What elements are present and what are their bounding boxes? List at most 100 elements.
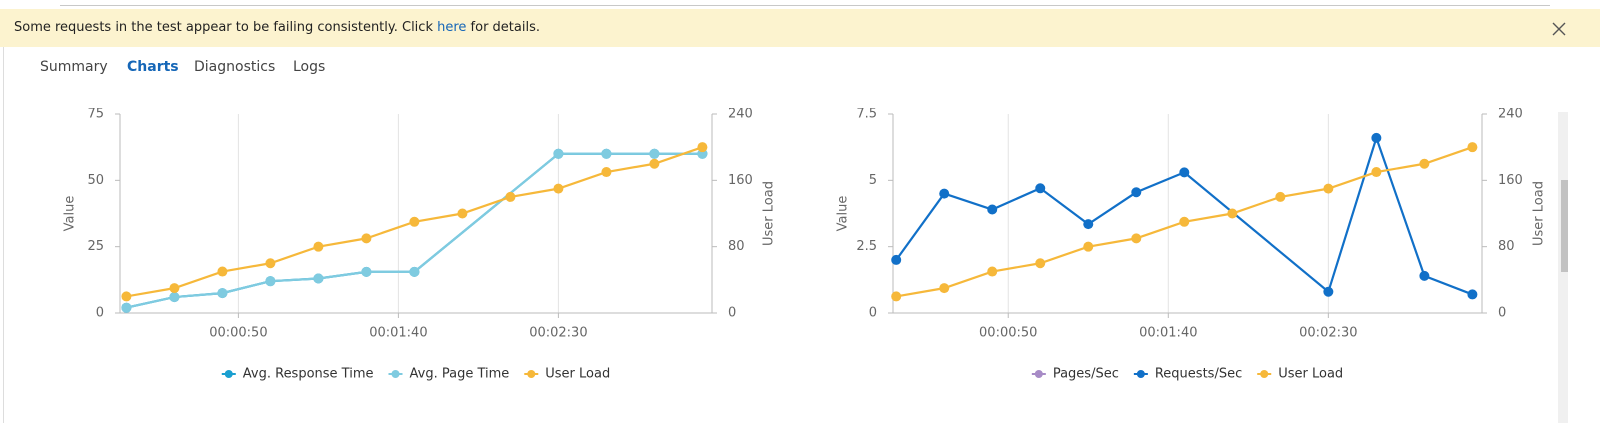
x-tick-label: 00:01:40 (369, 326, 427, 341)
y-tick-label: 2.5 (856, 239, 877, 254)
data-point (409, 216, 420, 227)
y-tick-label: 75 (87, 108, 104, 122)
legend-swatch (224, 370, 233, 378)
data-point (1227, 208, 1238, 219)
legend-label: Requests/Sec (1155, 367, 1242, 382)
data-point (1323, 183, 1334, 194)
legend-swatch (1136, 370, 1145, 378)
legend-swatch (1034, 370, 1043, 378)
y2-tick-label: 0 (728, 306, 736, 321)
y2-tick-label: 80 (728, 239, 745, 254)
y2-axis-label: User Load (1532, 181, 1547, 246)
y-tick-label: 0 (869, 306, 877, 321)
series-line (126, 152, 703, 309)
data-point (409, 266, 420, 277)
data-point (265, 276, 276, 287)
x-tick-label: 00:00:50 (209, 326, 267, 341)
data-point (1275, 191, 1286, 202)
x-tick-label: 00:01:40 (1139, 326, 1197, 341)
legend-label: Avg. Response Time (243, 367, 374, 382)
data-point (1467, 289, 1478, 300)
y2-tick-label: 240 (1498, 108, 1523, 122)
legend-label: User Load (545, 367, 610, 382)
y-tick-label: 5 (869, 173, 877, 188)
y2-tick-label: 0 (1498, 306, 1506, 321)
data-point (1323, 286, 1334, 297)
data-point (891, 254, 902, 265)
data-point (1419, 270, 1430, 281)
y2-tick-label: 80 (1498, 239, 1515, 254)
data-point (601, 148, 612, 159)
series-line (126, 152, 703, 309)
data-point (553, 148, 564, 159)
y2-tick-label: 160 (728, 173, 753, 188)
data-point (169, 292, 180, 303)
data-point (217, 288, 228, 299)
banner-message: Some requests in the test appear to be f… (14, 20, 540, 35)
data-point (939, 283, 950, 294)
divider (3, 47, 4, 423)
data-point (939, 188, 950, 199)
data-point (1083, 219, 1094, 230)
tab[interactable]: Charts (127, 59, 179, 75)
data-point (457, 208, 468, 219)
x-tick-label: 00:02:30 (529, 326, 587, 341)
data-point (1371, 132, 1382, 143)
data-point (697, 142, 708, 153)
data-point (1179, 167, 1190, 178)
data-point (217, 266, 228, 277)
legend-label: Avg. Page Time (410, 367, 510, 382)
banner-link[interactable]: here (437, 20, 467, 35)
data-point (553, 183, 564, 194)
banner-text: Some requests in the test appear to be f… (14, 20, 438, 35)
data-point (313, 241, 324, 252)
data-point (891, 291, 902, 302)
data-point (169, 283, 180, 294)
y2-tick-label: 160 (1498, 173, 1523, 188)
data-point (121, 291, 132, 302)
legend: Pages/Sec Requests/Sec User Load (1031, 367, 1343, 382)
data-point (649, 158, 660, 169)
tab[interactable]: Logs (293, 59, 326, 75)
y-axis-label: Value (836, 196, 851, 232)
banner-text: for details. (466, 20, 540, 35)
data-point (987, 266, 998, 277)
legend-swatch (1260, 370, 1269, 378)
data-point (265, 258, 276, 269)
data-point (313, 273, 324, 284)
charts: 00:00:50 00:01:40 00:02:300255075080160240… (63, 108, 1547, 382)
divider (60, 5, 1550, 6)
close-button[interactable] (1551, 21, 1567, 37)
y-tick-label: 0 (96, 306, 104, 321)
x-tick-label: 00:00:50 (979, 326, 1037, 341)
data-point (601, 167, 612, 178)
legend: Avg. Response Time Avg. Page Time User Loa… (221, 367, 610, 382)
data-point (1131, 187, 1142, 198)
legend-swatch (391, 370, 400, 378)
series-line (895, 134, 1473, 296)
data-point (121, 302, 132, 313)
x-tick-label: 00:02:30 (1299, 326, 1357, 341)
y-tick-label: 7.5 (856, 108, 877, 122)
tab[interactable]: Diagnostics (194, 59, 276, 75)
y2-axis-label: User Load (762, 181, 777, 246)
legend-swatch (527, 370, 536, 378)
legend-label: Pages/Sec (1053, 367, 1119, 382)
data-point (1035, 183, 1046, 194)
data-point (1467, 142, 1478, 153)
data-point (1179, 216, 1190, 227)
legend-label: User Load (1278, 367, 1343, 382)
data-point (1371, 167, 1382, 178)
data-point (361, 266, 372, 277)
data-point (1035, 258, 1046, 269)
data-point (1419, 158, 1430, 169)
scrollbar-thumb[interactable] (1561, 180, 1568, 272)
y-axis-label: Value (63, 196, 78, 232)
data-point (361, 233, 372, 244)
data-point (1083, 241, 1094, 252)
tab[interactable]: Summary (40, 59, 108, 75)
data-point (505, 191, 516, 202)
data-point (1131, 233, 1142, 244)
warning-banner: Some requests in the test appear to be f… (0, 9, 1600, 47)
